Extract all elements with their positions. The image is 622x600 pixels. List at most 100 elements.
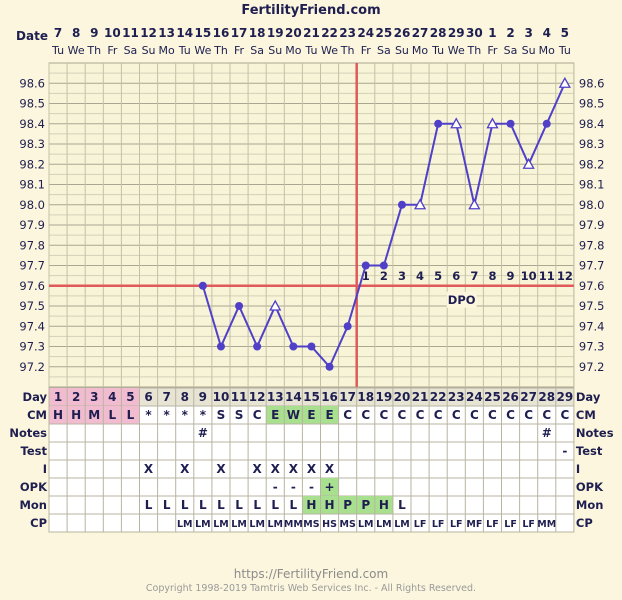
table-cell-highlight bbox=[67, 406, 86, 424]
table-cell-highlight bbox=[103, 388, 122, 406]
weekday-label: Su bbox=[268, 44, 282, 57]
table-cell-value: L bbox=[271, 498, 279, 512]
table-cell-value: M bbox=[88, 408, 100, 422]
table-cell-value: H bbox=[325, 498, 335, 512]
table-cell-value: LM bbox=[213, 519, 229, 530]
table-cell-highlight bbox=[121, 388, 140, 406]
table-cell-value: * bbox=[182, 408, 189, 422]
weekday-label: Mo bbox=[285, 44, 301, 57]
temperature-point-open bbox=[522, 157, 535, 169]
row-label-right: Day bbox=[576, 390, 601, 404]
temperature-point bbox=[289, 342, 298, 351]
temperature-tick-right: 97.6 bbox=[579, 279, 605, 293]
date-label: 7 bbox=[54, 26, 62, 40]
table-cell-value: L bbox=[181, 498, 189, 512]
table-cell-value: - bbox=[291, 480, 296, 494]
table-cell-value: C bbox=[560, 408, 569, 422]
table-cell-value: X bbox=[271, 462, 281, 476]
temperature-point-open bbox=[468, 198, 481, 210]
table-cell-value: MS bbox=[303, 519, 319, 530]
date-label: 16 bbox=[213, 26, 230, 40]
footer-url[interactable]: https://FertilityFriend.com bbox=[234, 567, 388, 581]
date-label: 10 bbox=[104, 26, 121, 40]
table-cell-value: 24 bbox=[466, 390, 483, 404]
dpo-number: 3 bbox=[398, 269, 406, 283]
temperature-tick-right: 97.7 bbox=[579, 259, 605, 273]
temperature-point bbox=[542, 119, 551, 128]
date-label: 21 bbox=[303, 26, 320, 40]
table-cell-value: L bbox=[235, 498, 243, 512]
temperature-tick-right: 98.6 bbox=[579, 76, 605, 90]
temperature-tick-left: 98.6 bbox=[19, 76, 45, 90]
table-cell-value: LF bbox=[432, 519, 445, 530]
temperature-tick-left: 98.1 bbox=[19, 178, 45, 192]
weekday-label: Tu bbox=[431, 44, 444, 57]
weekday-label: Th bbox=[213, 44, 228, 57]
table-cell-value: LF bbox=[504, 519, 517, 530]
temperature-tick-left: 97.4 bbox=[19, 319, 45, 333]
temperature-point bbox=[307, 342, 316, 351]
weekday-label: Tu bbox=[558, 44, 571, 57]
table-cell-value: * bbox=[164, 408, 171, 422]
table-cell-value: 10 bbox=[213, 390, 230, 404]
table-cell-highlight bbox=[85, 388, 104, 406]
table-cell-value: 3 bbox=[90, 390, 98, 404]
date-label: 12 bbox=[140, 26, 157, 40]
table-cell-highlight bbox=[320, 478, 339, 496]
table-cell-value: L bbox=[199, 498, 207, 512]
table-cell-highlight bbox=[302, 406, 321, 424]
temperature-point bbox=[434, 119, 443, 128]
temperature-tick-right: 97.5 bbox=[579, 299, 605, 313]
table-cell-value: C bbox=[398, 408, 407, 422]
temperature-point bbox=[506, 119, 515, 128]
table-cell-highlight bbox=[49, 406, 68, 424]
temperature-tick-right: 97.3 bbox=[579, 340, 605, 354]
table-cell-value: LF bbox=[450, 519, 463, 530]
date-label: 2 bbox=[506, 26, 514, 40]
table-row-background bbox=[48, 423, 575, 443]
weekday-label: Th bbox=[340, 44, 355, 57]
table-cell-value: C bbox=[488, 408, 497, 422]
temperature-point-open bbox=[558, 76, 571, 88]
temperature-point bbox=[253, 342, 262, 351]
table-cell-value: - bbox=[309, 480, 314, 494]
weekday-label: Sa bbox=[377, 44, 391, 57]
table-cell-value: L bbox=[290, 498, 298, 512]
date-label: 24 bbox=[357, 26, 374, 40]
date-axis-label: Date bbox=[16, 29, 48, 43]
table-row-background bbox=[48, 441, 575, 461]
dpo-label-background bbox=[446, 291, 477, 308]
temperature-tick-left: 97.3 bbox=[19, 340, 45, 354]
table-cell-value: X bbox=[144, 462, 154, 476]
date-label: 5 bbox=[561, 26, 569, 40]
row-label-left: Test bbox=[21, 444, 48, 458]
row-label-left: I bbox=[43, 462, 47, 476]
table-cell-highlight bbox=[49, 388, 68, 406]
weekday-label: Tu bbox=[304, 44, 317, 57]
row-label-right: Test bbox=[576, 444, 603, 458]
table-cell-value: C bbox=[361, 408, 370, 422]
table-cell-value: X bbox=[325, 462, 335, 476]
table-cell-value: W bbox=[287, 408, 300, 422]
weekday-label: We bbox=[448, 44, 465, 57]
table-cell-value: LM bbox=[376, 519, 392, 530]
date-label: 9 bbox=[90, 26, 98, 40]
temperature-tick-left: 97.8 bbox=[19, 238, 45, 252]
temperature-point bbox=[343, 322, 352, 331]
date-label: 11 bbox=[122, 26, 139, 40]
table-cell-value: S bbox=[217, 408, 226, 422]
table-cell-value: 25 bbox=[484, 390, 501, 404]
weekday-label: Sa bbox=[504, 44, 518, 57]
table-cell-value: L bbox=[145, 498, 153, 512]
row-label-right: CM bbox=[576, 408, 596, 422]
table-cell-value: 5 bbox=[126, 390, 134, 404]
weekday-label: Tu bbox=[51, 44, 64, 57]
row-label-right: CP bbox=[576, 516, 593, 530]
table-cell-value: E bbox=[325, 408, 333, 422]
temperature-tick-right: 98.5 bbox=[579, 97, 605, 111]
temperature-series bbox=[198, 76, 571, 371]
table-cell-value: - bbox=[273, 480, 278, 494]
table-cell-highlight bbox=[374, 496, 393, 514]
table-cell-value: # bbox=[542, 426, 552, 440]
